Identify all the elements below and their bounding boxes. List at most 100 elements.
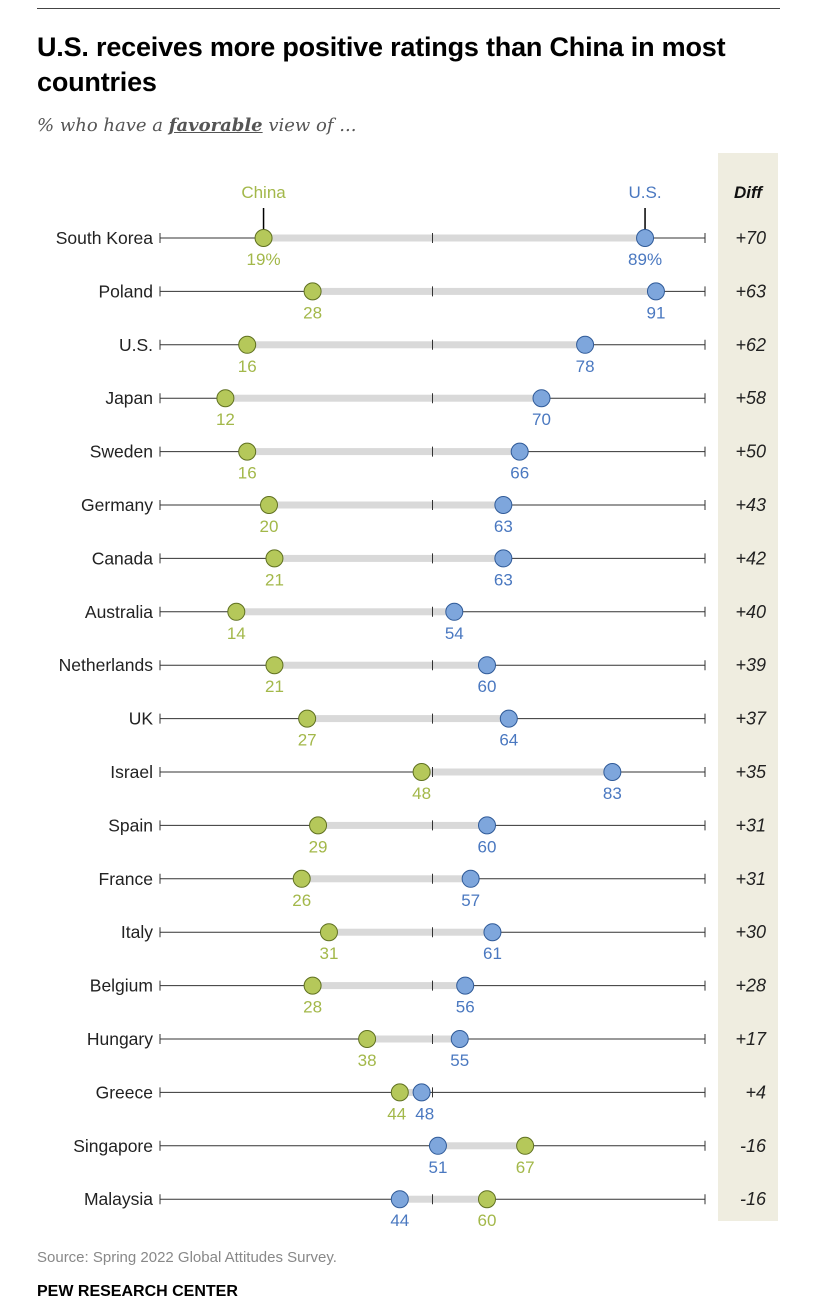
gap-bar xyxy=(274,554,504,562)
china-value-label: 44 xyxy=(387,1104,406,1123)
country-label: France xyxy=(99,869,153,889)
china-value-label: 28 xyxy=(303,303,322,322)
us-dot xyxy=(461,869,480,888)
gap-bar xyxy=(247,341,586,349)
us-value-label: 44 xyxy=(390,1211,409,1230)
diff-column-header: Diff xyxy=(734,183,764,202)
china-dot xyxy=(412,763,431,781)
china-dot xyxy=(254,229,273,247)
china-value-label: 16 xyxy=(238,464,257,483)
china-value-label: 16 xyxy=(238,357,257,376)
country-label: Israel xyxy=(110,762,153,782)
china-dot xyxy=(303,282,322,301)
us-dot xyxy=(636,229,655,247)
brand-name: PEW RESEARCH CENTER xyxy=(37,1283,238,1300)
country-label: Australia xyxy=(85,602,153,622)
us-value-label: 60 xyxy=(478,837,497,856)
us-dot xyxy=(483,923,502,942)
gap-bar xyxy=(399,1088,422,1096)
gap-bar xyxy=(225,394,542,402)
diff-value: +58 xyxy=(735,388,766,408)
china-value-label: 29 xyxy=(309,837,328,856)
diff-value: +31 xyxy=(735,869,766,889)
country-label: Sweden xyxy=(90,442,153,462)
us-dot xyxy=(456,976,475,995)
gap-bar xyxy=(301,875,471,883)
diff-value: +70 xyxy=(735,228,766,248)
us-value-label: 64 xyxy=(499,731,518,750)
gap-bar xyxy=(312,287,656,295)
gap-bar xyxy=(247,448,520,456)
us-value-label: 48 xyxy=(415,1104,434,1123)
gap-bar xyxy=(236,608,455,616)
us-dot xyxy=(494,496,513,514)
china-dot xyxy=(390,1083,409,1102)
country-label: Germany xyxy=(81,495,153,515)
china-value-label: 21 xyxy=(265,570,284,589)
country-label: Spain xyxy=(108,815,153,835)
diff-value: +37 xyxy=(735,709,767,729)
china-dot xyxy=(358,1030,377,1048)
us-value-label: 83 xyxy=(603,784,622,803)
us-dot xyxy=(478,656,496,675)
diff-value: +39 xyxy=(735,655,766,675)
china-value-label: 60 xyxy=(478,1211,497,1230)
us-dot xyxy=(450,1030,469,1048)
china-value-label: 67 xyxy=(516,1158,535,1177)
china-value-label: 38 xyxy=(358,1051,377,1070)
china-dot xyxy=(227,602,246,621)
us-value-label: 54 xyxy=(445,624,464,643)
china-dot xyxy=(265,656,284,675)
country-label: UK xyxy=(129,709,154,729)
diff-column-panel xyxy=(718,153,778,1221)
subtitle-prefix: % who have a xyxy=(37,115,169,136)
diff-value: +30 xyxy=(735,922,766,942)
china-dot xyxy=(238,442,257,461)
gap-bar xyxy=(399,1195,487,1203)
diff-value: -16 xyxy=(740,1189,767,1209)
country-label: Greece xyxy=(96,1082,153,1102)
china-value-label: 48 xyxy=(412,784,431,803)
us-value-label: 57 xyxy=(461,891,480,910)
china-dot xyxy=(265,549,284,568)
country-label: South Korea xyxy=(56,228,154,248)
us-value-label: 56 xyxy=(456,998,475,1017)
us-dot xyxy=(499,709,518,728)
us-dot xyxy=(445,602,464,621)
diff-value: +17 xyxy=(735,1029,767,1049)
diff-value: +28 xyxy=(735,976,766,996)
china-series-label: China xyxy=(241,183,286,202)
diff-value: +35 xyxy=(735,762,767,782)
china-dot xyxy=(319,923,338,942)
gap-bar xyxy=(312,982,466,990)
us-dot xyxy=(390,1190,409,1209)
gap-bar xyxy=(318,821,487,829)
us-value-label: 63 xyxy=(494,517,513,536)
chart-title: U.S. receives more positive ratings than… xyxy=(37,32,726,97)
gap-bar xyxy=(274,661,487,669)
country-label: U.S. xyxy=(119,335,153,355)
china-dot xyxy=(260,496,278,514)
gap-bar xyxy=(437,1142,526,1150)
country-label: Poland xyxy=(99,281,154,301)
country-label: Belgium xyxy=(90,976,153,996)
us-series-label: U.S. xyxy=(629,183,662,202)
diff-value: +43 xyxy=(735,495,766,515)
china-value-label: 12 xyxy=(216,410,235,429)
us-value-label: 91 xyxy=(646,303,665,322)
us-value-label: 60 xyxy=(478,677,497,696)
diff-value: -16 xyxy=(740,1136,767,1156)
us-value-label: 70 xyxy=(532,410,551,429)
us-dot xyxy=(428,1136,447,1155)
gap-bar xyxy=(367,1035,460,1043)
china-value-label: 28 xyxy=(303,998,322,1017)
diff-value: +63 xyxy=(735,281,766,301)
us-value-label: 63 xyxy=(494,570,513,589)
china-dot xyxy=(216,389,235,408)
country-label: Canada xyxy=(92,548,154,568)
us-dot xyxy=(412,1083,431,1102)
diff-value: +42 xyxy=(735,548,766,568)
gap-bar xyxy=(263,234,646,242)
top-rule xyxy=(37,8,780,9)
china-value-label: 27 xyxy=(298,731,317,750)
